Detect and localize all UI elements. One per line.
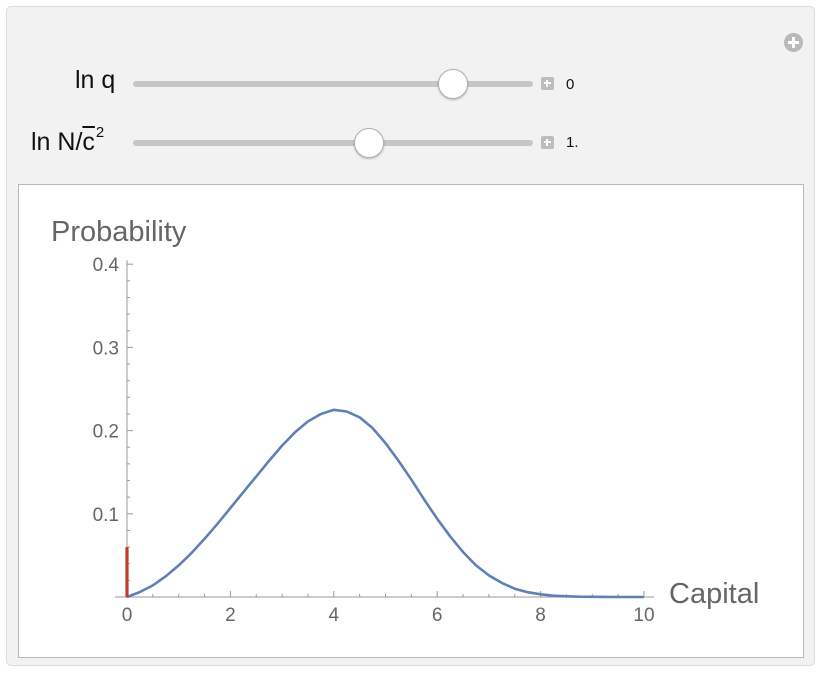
ln-q-slider-track[interactable] xyxy=(133,81,533,87)
x-tick-label: 4 xyxy=(329,605,340,626)
x-tick-label: 2 xyxy=(225,605,236,626)
y-tick-label: 0.3 xyxy=(93,338,119,359)
ln-n-slider-thumb[interactable] xyxy=(354,128,384,158)
x-axis-label: Capital xyxy=(669,578,759,610)
plus-square-icon[interactable] xyxy=(541,136,554,149)
ln-n-value: 1. xyxy=(566,134,579,151)
ln-n-label-sup: 2 xyxy=(95,124,105,141)
ln-n-label: ln N/c2 xyxy=(31,124,104,157)
ln-q-slider-thumb[interactable] xyxy=(438,69,468,99)
plot-frame: 0 2 4 6 8 10 0.1 0.2 0.3 0.4 Probability Capital xyxy=(18,184,804,658)
y-tick-label: 0.2 xyxy=(93,422,119,443)
ln-n-label-main: ln N/ xyxy=(31,128,83,156)
x-tick-label: 8 xyxy=(535,605,546,626)
y-tick-label: 0.1 xyxy=(93,505,119,526)
ln-q-value: 0 xyxy=(566,76,575,93)
x-tick-label: 10 xyxy=(633,605,654,626)
density-curve xyxy=(126,408,644,599)
plus-circle-icon[interactable] xyxy=(784,33,803,52)
probability-chart: 0 2 4 6 8 10 0.1 0.2 0.3 0.4 Probability Capital xyxy=(51,216,759,626)
ln-n-slider-track[interactable] xyxy=(133,140,533,146)
y-tick-label: 0.4 xyxy=(93,255,120,276)
x-tick-label: 0 xyxy=(122,605,133,626)
y-axis-label: Probability xyxy=(51,216,187,248)
x-tick-label: 6 xyxy=(432,605,443,626)
ln-q-label: ln q xyxy=(75,66,116,94)
plus-square-icon[interactable] xyxy=(541,77,554,90)
ln-n-label-cbar: c xyxy=(82,128,95,156)
